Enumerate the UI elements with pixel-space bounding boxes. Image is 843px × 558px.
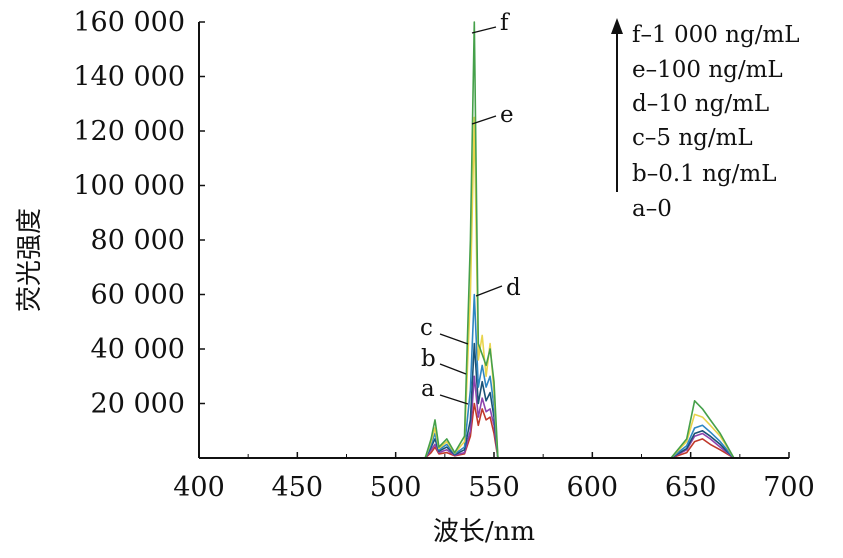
y-tick-label: 40 000 xyxy=(91,334,185,365)
x-ticks: 400 450 500 550 600 650 700 xyxy=(173,452,815,503)
series-line-a xyxy=(199,402,789,459)
legend-entry: c–5 ng/mL xyxy=(632,125,753,151)
y-tick-label: 60 000 xyxy=(91,280,185,311)
x-tick-label: 700 xyxy=(763,472,815,503)
y-axis-title: 荧光强度 xyxy=(15,208,45,312)
series-line-d xyxy=(199,293,789,459)
curve-tag-e: e xyxy=(500,102,514,128)
curve-tag-line xyxy=(439,394,469,405)
series-line-b xyxy=(199,375,789,459)
y-tick-label: 20 000 xyxy=(91,389,185,420)
legend: f–1 000 ng/mL e–100 ng/mL d–10 ng/mL c–5… xyxy=(611,18,800,222)
curve-tag-c: c xyxy=(420,315,433,341)
curve-tag-line xyxy=(439,363,467,375)
legend-entry: d–10 ng/mL xyxy=(632,91,769,117)
curve-tags: f e d c b a xyxy=(420,10,521,405)
x-tick-label: 650 xyxy=(665,472,717,503)
series-line-e xyxy=(199,116,789,459)
curve-tag-a: a xyxy=(421,376,435,402)
curve-tag-line xyxy=(471,115,497,125)
curve-tag-line xyxy=(439,333,469,345)
curve-tag-d: d xyxy=(506,275,521,301)
x-tick-label: 600 xyxy=(567,472,619,503)
x-tick-label: 400 xyxy=(173,472,225,503)
plot-area xyxy=(199,21,789,459)
y-tick-label: 100 000 xyxy=(73,171,185,202)
y-tick-label: 120 000 xyxy=(73,116,185,147)
series-line-c xyxy=(199,342,789,459)
y-tick-label: 160 000 xyxy=(73,7,185,38)
legend-entry: e–100 ng/mL xyxy=(632,57,783,83)
legend-arrow-head xyxy=(611,18,623,34)
curve-tag-line xyxy=(471,26,497,34)
y-ticks: 20 000 40 000 60 000 80 000 100 000 120 000 14… xyxy=(73,7,205,420)
x-tick-label: 550 xyxy=(468,472,520,503)
curve-tag-f: f xyxy=(500,10,510,36)
legend-entry: b–0.1 ng/mL xyxy=(632,161,776,187)
x-tick-label: 500 xyxy=(370,472,422,503)
y-tick-label: 140 000 xyxy=(73,62,185,93)
curve-tag-b: b xyxy=(421,346,436,372)
x-axis-title: 波长/nm xyxy=(433,517,535,547)
legend-entry: f–1 000 ng/mL xyxy=(632,22,800,48)
x-tick-label: 450 xyxy=(272,472,324,503)
curve-tag-line xyxy=(475,285,503,297)
series-line-f xyxy=(199,21,789,459)
legend-entry: a–0 xyxy=(632,196,672,222)
y-tick-label: 80 000 xyxy=(91,225,185,256)
